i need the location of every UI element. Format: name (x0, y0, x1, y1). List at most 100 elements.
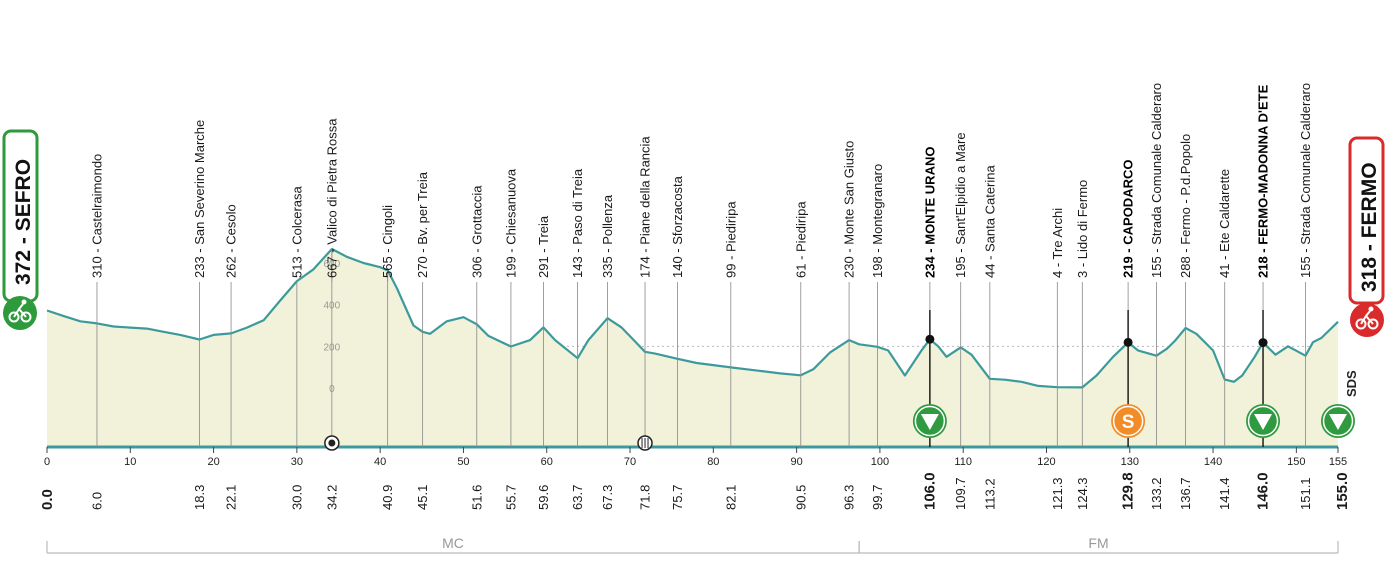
gpm-ring (1247, 405, 1279, 437)
x-tick-label: 50 (457, 456, 469, 468)
waypoint-km: 18.3 (192, 485, 207, 510)
waypoint-name: 270 - Bv. per Treia (415, 171, 430, 278)
waypoint-km: 45.1 (415, 485, 430, 510)
x-tick-label: 30 (291, 456, 303, 468)
province-segment: MC (46, 535, 860, 554)
province-segment: FM (858, 535, 1339, 554)
waypoint-name: 565 - Cingoli (380, 205, 395, 278)
bike-wheel (8, 311, 20, 323)
waypoint-km: 6.0 (89, 492, 104, 510)
gpm-ring (914, 405, 946, 437)
waypoint: 155 - Strada Comunale Calderaro 151.1 (1298, 83, 1313, 510)
bike-frame (1360, 310, 1374, 325)
waypoint-name: 140 - Sforzacosta (670, 175, 685, 278)
waypoint-name: 155 - Strada Comunale Calderaro (1298, 83, 1313, 278)
province-bar: MC FM (46, 535, 1339, 554)
waypoint: 195 - Sant'Elpidio a Mare 109.7 (953, 132, 968, 510)
waypoint-km: 136.7 (1178, 477, 1193, 510)
finish-cyclist-icon (1350, 303, 1384, 337)
cyclist-badge (3, 296, 37, 330)
rider-head (21, 299, 27, 305)
waypoint: 513 - Colcerasa 30.0 (289, 185, 304, 510)
sds-label: SDS (1344, 370, 1359, 397)
profile-area (47, 249, 1338, 447)
x-tick-label: 155 (1329, 456, 1347, 468)
waypoint: 565 - Cingoli 40.9 (380, 205, 395, 510)
waypoint-name: 335 - Pollenza (600, 194, 615, 278)
waypoint-name: 195 - Sant'Elpidio a Mare (953, 132, 968, 278)
finish-box: 318 - FERMO (1348, 136, 1385, 337)
start-title: 372 - SEFRO (12, 159, 35, 285)
waypoint: 306 - Grottaccia 51.6 (469, 185, 484, 510)
waypoint-km: 129.8 (1120, 472, 1137, 510)
waypoint-name: 4 - Tre Archi (1050, 208, 1065, 278)
x-tick-label: 150 (1287, 456, 1305, 468)
waypoint: 233 - San Severino Marche 18.3 (192, 120, 207, 510)
waypoint-km: 40.9 (380, 485, 395, 510)
x-tick-label: 130 (1121, 456, 1139, 468)
x-axis-ticks: 0 10 20 30 40 50 60 70 80 90 100 110 120 130 140 150 155 (44, 447, 1347, 468)
route-markers: S (324, 404, 1355, 451)
sprint-s-icon: S (1122, 412, 1135, 433)
bike-wheel (20, 311, 32, 323)
waypoint-name: 61 - Piediripa (793, 201, 808, 278)
waypoint-name: 143 - Paso di Treia (570, 168, 585, 278)
x-tick-label: 100 (871, 456, 889, 468)
waypoint-name: 513 - Colcerasa (289, 185, 304, 278)
waypoint-km: 99.7 (870, 485, 885, 510)
waypoint: 174 - Piane della Rancia 71.8 (638, 136, 653, 510)
waypoint-km: 59.6 (536, 485, 551, 510)
waypoint: 198 - Montegranaro 99.7 (870, 164, 885, 510)
gpm-marker (1246, 404, 1281, 438)
circle-marker-icon (324, 435, 340, 451)
waypoint: 140 - Sforzacosta 75.7 (670, 175, 685, 510)
waypoint-name: 291 - Treia (536, 215, 551, 278)
waypoint: 143 - Paso di Treia 63.7 (570, 168, 585, 510)
waypoint: 3 - Lido di Fermo 124.3 (1075, 180, 1090, 510)
waypoint-name: 41 - Ete Caldarette (1217, 169, 1232, 278)
gpm-ring (1322, 405, 1354, 437)
waypoint: 61 - Piediripa 90.5 (793, 201, 808, 510)
marker-inner (328, 439, 336, 447)
x-tick-label: 120 (1037, 456, 1055, 468)
waypoint-km: 146.0 (1255, 472, 1272, 510)
gpm-marker (1321, 404, 1355, 438)
down-triangle-icon (1329, 414, 1347, 430)
waypoint-km: 34.2 (324, 485, 339, 510)
waypoint: 291 - Treia 59.6 (536, 215, 551, 510)
waypoint-km: 22.1 (224, 485, 239, 510)
waypoint-km: 55.7 (503, 485, 518, 510)
waypoint-km: 113.2 (982, 478, 997, 510)
waypoint: 667 - Valico di Pietra Rossa 34.2 (324, 118, 339, 510)
waypoint-dot (1258, 338, 1268, 348)
waypoint-name: 288 - Fermo - P.d.Popolo (1178, 134, 1193, 278)
waypoint-km: 124.3 (1075, 477, 1090, 510)
waypoint-name: 233 - San Severino Marche (192, 120, 207, 278)
waypoint-name: 310 - Castelraimondo (89, 154, 104, 278)
waypoint-name: 174 - Piane della Rancia (638, 136, 653, 278)
waypoint: 234 - MONTE URANO 106.0 (921, 147, 938, 510)
waypoint: 44 - Santa Caterina 113.2 (982, 164, 997, 510)
waypoint-name: 155 - Strada Comunale Calderaro (1149, 83, 1164, 278)
x-tick-label: 60 (541, 456, 553, 468)
rider-head (1368, 306, 1374, 312)
waypoint-name: 99 - Piediripa (723, 201, 738, 278)
waypoint-km: 90.5 (793, 485, 808, 510)
waypoint: 288 - Fermo - P.d.Popolo 136.7 (1178, 134, 1193, 510)
down-triangle-icon (920, 414, 939, 430)
gpm-marker (912, 404, 947, 438)
x-tick-label: 40 (374, 456, 386, 468)
waypoint-km: 121.3 (1050, 477, 1065, 510)
waypoint-name: 667 - Valico di Pietra Rossa (324, 118, 339, 278)
waypoint-name: 3 - Lido di Fermo (1075, 180, 1090, 278)
cyclist-badge (1350, 303, 1384, 337)
waypoint: 4 - Tre Archi 121.3 (1050, 208, 1065, 510)
finish-frame (1348, 136, 1385, 305)
x-tick-label: 20 (207, 456, 219, 468)
waypoint-km: 75.7 (670, 485, 685, 510)
waypoint-km: 106.0 (921, 472, 938, 510)
start-box: 372 - SEFRO (2, 129, 39, 330)
x-tick-label: 90 (790, 456, 802, 468)
bike-wheel (1355, 318, 1367, 330)
x-tick-label: 110 (954, 456, 972, 468)
